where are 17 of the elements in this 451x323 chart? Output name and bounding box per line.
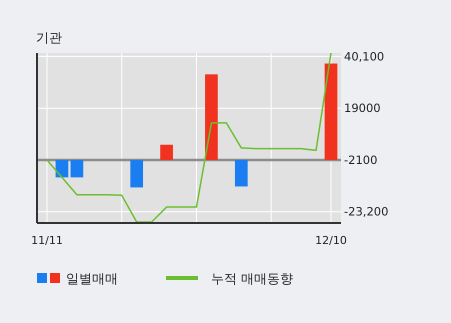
- chart-title: 기관: [36, 31, 62, 46]
- legend-label: 일별매매: [66, 272, 118, 287]
- bar: [56, 160, 68, 178]
- x-tick-label: 12/10: [315, 234, 347, 247]
- bar: [70, 160, 84, 178]
- line-series: [46, 53, 332, 223]
- bar: [205, 74, 218, 160]
- y-tick-label: -2100: [344, 152, 378, 167]
- y-tick-label: 19000: [344, 101, 381, 116]
- y-tick-label: 40,100: [344, 49, 384, 64]
- bar: [130, 160, 144, 188]
- bar: [160, 144, 173, 160]
- bar: [234, 160, 248, 186]
- x-tick-label: 11/11: [31, 234, 63, 247]
- legend-label: 누적 매매동향: [211, 272, 294, 287]
- y-tick-label: -23,200: [344, 204, 388, 219]
- bar: [324, 64, 338, 160]
